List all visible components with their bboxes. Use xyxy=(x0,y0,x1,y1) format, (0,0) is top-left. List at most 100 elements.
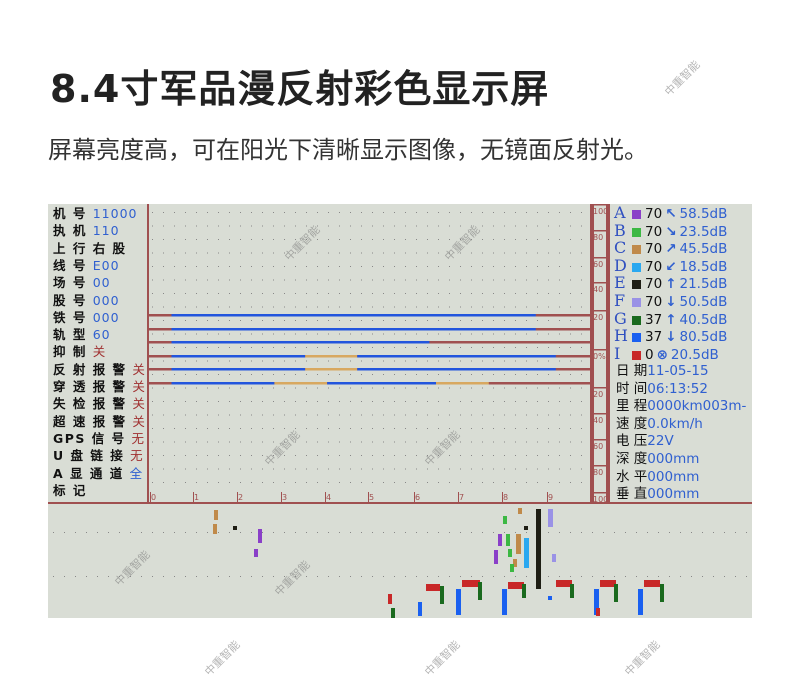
grid-dot xyxy=(284,468,285,470)
status-value: 000mm xyxy=(647,468,700,485)
grid-dot xyxy=(361,401,362,402)
grid-dot xyxy=(394,387,395,389)
grid-dot xyxy=(405,374,406,375)
grid-dot xyxy=(438,401,439,402)
grid-dot xyxy=(515,212,516,213)
status-label: 深 度 xyxy=(616,451,648,467)
grid-dot xyxy=(229,333,230,335)
grid-dot xyxy=(493,279,494,281)
scale-divider xyxy=(592,439,608,441)
grid-dot xyxy=(471,387,472,389)
grid-dot xyxy=(548,401,549,402)
grid-dot xyxy=(361,266,362,267)
grid-dot xyxy=(559,532,560,533)
grid-dot xyxy=(581,428,582,429)
grid-dot xyxy=(328,414,329,416)
info-label: 股 号 xyxy=(53,292,87,308)
grid-dot xyxy=(482,239,483,240)
grid-dot xyxy=(471,468,472,470)
grid-dot xyxy=(394,401,395,402)
probe-angle-arrow-icon: ↘ xyxy=(665,223,677,240)
grid-dot xyxy=(548,239,549,240)
grid-dot xyxy=(438,212,439,213)
grid-dot xyxy=(295,239,296,240)
grid-dot xyxy=(328,360,329,362)
grid-dot xyxy=(328,306,329,308)
grid-dot xyxy=(416,414,417,416)
channel-color-swatch xyxy=(632,227,641,237)
grid-dot xyxy=(449,252,450,254)
info-row: 股 号 000 xyxy=(53,292,120,309)
probe-angle-arrow-icon: ↓ xyxy=(665,294,677,310)
grid-dot xyxy=(295,212,296,213)
grid-dot xyxy=(581,468,582,470)
grid-dot xyxy=(471,532,472,533)
grid-dot xyxy=(372,239,373,240)
bscan-echo-B xyxy=(506,534,510,546)
info-value: 关 xyxy=(132,396,146,412)
grid-dot xyxy=(251,266,252,267)
channel-id: E xyxy=(614,273,626,293)
grid-dot xyxy=(328,532,329,533)
grid-dot xyxy=(383,482,384,483)
grid-dot xyxy=(207,306,208,308)
grid-dot xyxy=(185,239,186,240)
grid-dot xyxy=(537,360,538,362)
grid-dot xyxy=(493,401,494,402)
grid-dot xyxy=(251,252,252,254)
grid-dot xyxy=(548,482,549,483)
grid-dot xyxy=(460,306,461,308)
scale-label: 60 xyxy=(593,260,604,269)
grid-dot xyxy=(471,225,472,227)
grid-dot xyxy=(174,306,175,308)
grid-dot xyxy=(537,279,538,281)
grid-dot xyxy=(570,532,571,533)
grid-dot xyxy=(273,428,274,429)
grid-dot xyxy=(339,320,340,321)
channel-db: 21.5dB xyxy=(679,276,728,293)
grid-dot xyxy=(317,576,318,577)
grid-dot xyxy=(427,441,428,443)
channel-db: 80.5dB xyxy=(679,329,728,346)
grid-dot xyxy=(218,239,219,240)
grid-dot xyxy=(284,320,285,321)
grid-dot xyxy=(317,306,318,308)
grid-dot xyxy=(405,455,406,456)
grid-dot xyxy=(328,468,329,470)
channel-id: G xyxy=(614,308,627,328)
grid-dot xyxy=(548,576,549,577)
grid-dot xyxy=(295,468,296,470)
grid-dot xyxy=(350,532,351,533)
grid-dot xyxy=(196,468,197,470)
channel-gain: 70 xyxy=(645,223,663,240)
grid-dot xyxy=(350,360,351,362)
status-value: 0.0km/h xyxy=(647,415,703,432)
grid-dot xyxy=(328,333,329,335)
grid-dot xyxy=(251,374,252,375)
info-label: 抑 制 xyxy=(53,344,87,360)
grid-dot xyxy=(460,212,461,213)
grid-dot xyxy=(361,347,362,348)
grid-dot xyxy=(295,360,296,362)
grid-dot xyxy=(174,414,175,416)
grid-dot xyxy=(207,320,208,321)
grid-dot xyxy=(284,576,285,577)
grid-dot xyxy=(405,360,406,362)
grid-dot xyxy=(119,532,120,533)
grid-dot xyxy=(284,293,285,294)
x-tick-label: 4 xyxy=(326,493,332,502)
info-row: 抑 制 关 xyxy=(53,343,106,360)
grid-dot xyxy=(295,306,296,308)
trace-segment-blue xyxy=(171,355,306,358)
grid-dot xyxy=(240,441,241,443)
channel-id: D xyxy=(614,255,627,275)
bscan-echo-B xyxy=(503,516,507,524)
grid-dot xyxy=(526,225,527,227)
grid-dot xyxy=(427,414,428,416)
grid-dot xyxy=(284,239,285,240)
grid-dot xyxy=(427,482,428,483)
grid-dot xyxy=(339,414,340,416)
watermark: 中重智能 xyxy=(202,638,243,679)
grid-dot xyxy=(284,266,285,267)
grid-dot xyxy=(482,576,483,577)
